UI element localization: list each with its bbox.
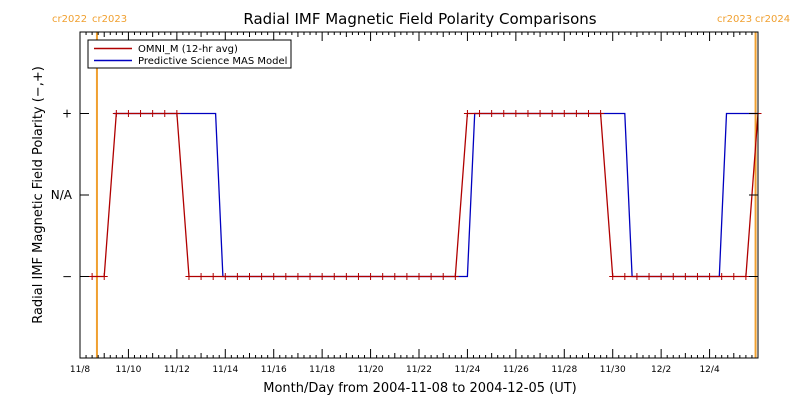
data-point-0-35 bbox=[512, 110, 520, 117]
data-point-0-28 bbox=[427, 273, 435, 280]
data-point-0-13 bbox=[246, 273, 253, 280]
data-point-0-54 bbox=[742, 273, 750, 280]
data-point-0-22 bbox=[354, 273, 362, 280]
x-tick-label: 11/12 bbox=[164, 365, 190, 375]
data-point-0-33 bbox=[488, 110, 496, 117]
x-tick-label: 11/10 bbox=[115, 365, 141, 375]
data-point-0-18 bbox=[306, 273, 314, 280]
data-point-0-27 bbox=[415, 273, 423, 280]
data-point-0-46 bbox=[645, 273, 653, 280]
data-point-0-15 bbox=[270, 273, 278, 280]
data-point-0-29 bbox=[439, 273, 447, 280]
data-point-0-17 bbox=[294, 273, 302, 280]
chart-title: Radial IMF Magnetic Field Polarity Compa… bbox=[243, 10, 596, 28]
series-lines bbox=[92, 112, 759, 278]
data-point-0-4 bbox=[137, 110, 145, 117]
data-point-0-37 bbox=[536, 110, 544, 117]
data-point-0-41 bbox=[585, 110, 592, 117]
y-tick-label: − bbox=[62, 270, 72, 284]
data-point-0-3 bbox=[124, 110, 132, 117]
legend-box bbox=[87, 39, 292, 69]
y-axis: + N/A − bbox=[51, 107, 758, 284]
data-point-0-7 bbox=[173, 110, 181, 117]
data-point-0-48 bbox=[669, 273, 677, 280]
rotation-lines bbox=[95, 32, 757, 358]
x-tick-label: 12/2 bbox=[651, 365, 671, 375]
data-point-0-12 bbox=[233, 273, 241, 280]
data-point-0-16 bbox=[282, 273, 290, 280]
data-point-0-31 bbox=[463, 110, 471, 117]
x-tick-label: 11/28 bbox=[551, 365, 577, 375]
data-point-0-39 bbox=[560, 110, 568, 117]
x-tick-label: 11/18 bbox=[309, 365, 335, 375]
data-point-0-45 bbox=[633, 273, 641, 280]
data-point-0-25 bbox=[391, 273, 399, 280]
data-point-0-44 bbox=[621, 273, 629, 280]
data-point-0-38 bbox=[548, 110, 556, 117]
x-tick-label: 11/20 bbox=[358, 365, 384, 375]
data-point-0-52 bbox=[718, 273, 726, 280]
data-point-0-0 bbox=[88, 273, 96, 280]
x-tick-label: 11/26 bbox=[503, 365, 529, 375]
rotation-right-label-1: cr2023 bbox=[717, 14, 752, 25]
x-tick-label: 11/16 bbox=[261, 365, 287, 375]
rotation-left-label-1: cr2022 bbox=[52, 14, 87, 25]
data-point-0-21 bbox=[342, 273, 350, 280]
data-point-0-2 bbox=[112, 110, 120, 117]
data-markers bbox=[88, 110, 762, 280]
legend: OMNI_M (12-hr avg) Predictive Science MA… bbox=[87, 39, 292, 69]
data-point-0-23 bbox=[367, 273, 375, 280]
data-point-0-8 bbox=[185, 273, 193, 280]
y-tick-label: + bbox=[62, 107, 72, 121]
data-point-0-11 bbox=[221, 273, 229, 280]
y-tick-label: N/A bbox=[51, 188, 73, 202]
data-point-0-19 bbox=[318, 273, 326, 280]
data-point-0-30 bbox=[451, 273, 459, 280]
data-point-0-10 bbox=[209, 273, 217, 280]
data-point-0-34 bbox=[500, 110, 508, 117]
data-point-0-36 bbox=[524, 110, 532, 117]
rotation-right-label-2: cr2024 bbox=[755, 14, 790, 25]
data-point-0-53 bbox=[730, 273, 738, 280]
data-point-0-40 bbox=[572, 110, 580, 117]
plot-frame bbox=[79, 31, 759, 359]
x-tick-label: 11/30 bbox=[600, 365, 626, 375]
data-point-0-14 bbox=[258, 273, 266, 280]
legend-label-omni: OMNI_M (12-hr avg) bbox=[138, 44, 238, 55]
rotation-left-label-2: cr2023 bbox=[92, 14, 127, 25]
x-tick-label: 11/14 bbox=[212, 365, 238, 375]
x-axis-label: Month/Day from 2004-11-08 to 2004-12-05 … bbox=[263, 381, 576, 396]
data-point-0-1 bbox=[100, 273, 108, 280]
x-axis: 11/8 11/10 11/12 11/14 11/16 11/18 11/20 11/22 1… bbox=[70, 32, 759, 375]
series-line-0 bbox=[92, 112, 759, 278]
x-tick-label: 11/22 bbox=[406, 365, 432, 375]
x-tick-label: 11/8 bbox=[70, 365, 90, 375]
data-point-0-9 bbox=[197, 273, 205, 280]
data-point-0-50 bbox=[693, 273, 701, 280]
data-point-0-47 bbox=[657, 273, 665, 280]
data-point-0-24 bbox=[379, 273, 387, 280]
data-point-0-5 bbox=[149, 110, 157, 117]
series-line-1 bbox=[113, 112, 758, 278]
data-point-0-26 bbox=[403, 273, 411, 280]
y-axis-label: Radial IMF Magnetic Field Polarity (−,+) bbox=[31, 66, 46, 324]
data-point-0-42 bbox=[597, 110, 605, 117]
x-tick-label: 12/4 bbox=[699, 365, 719, 375]
data-point-0-20 bbox=[330, 273, 338, 280]
x-tick-label: 11/24 bbox=[454, 365, 480, 375]
data-point-0-51 bbox=[706, 273, 714, 280]
data-point-0-6 bbox=[161, 110, 169, 117]
data-point-0-32 bbox=[476, 110, 484, 117]
data-point-0-43 bbox=[609, 273, 617, 280]
data-point-0-49 bbox=[681, 273, 689, 280]
legend-label-mas: Predictive Science MAS Model bbox=[138, 56, 287, 67]
